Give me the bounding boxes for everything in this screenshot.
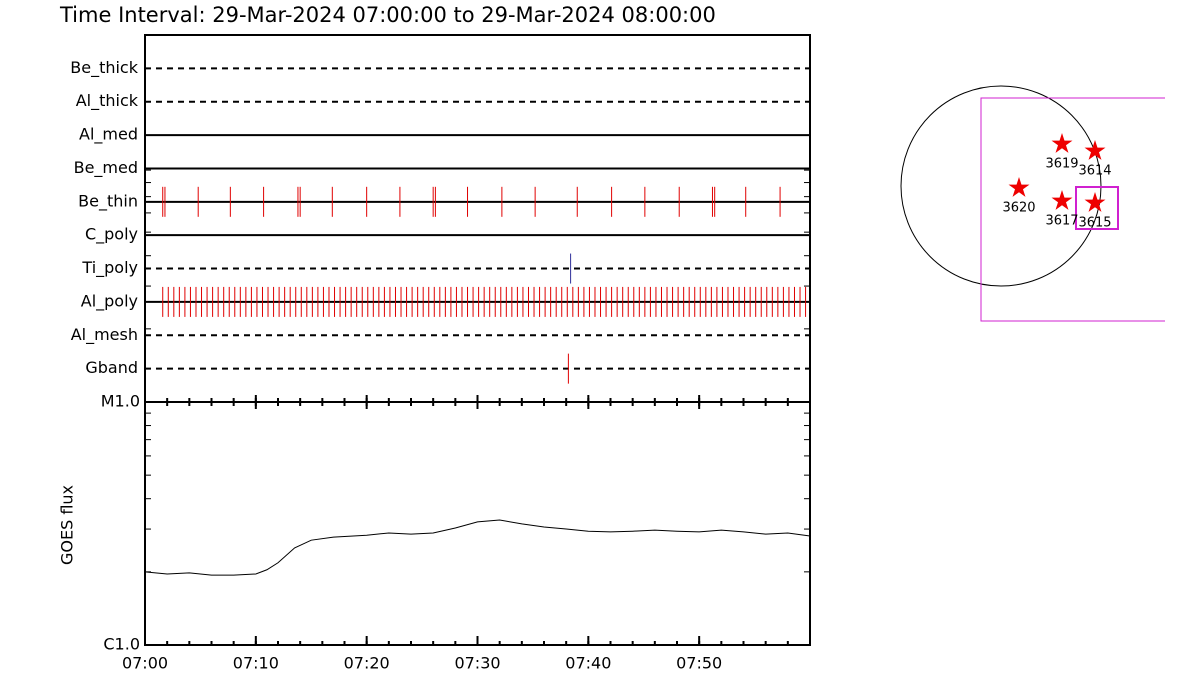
x-tick-label: 07:20: [344, 654, 390, 673]
region-star: [1084, 192, 1106, 212]
fov-box-small: [1075, 186, 1119, 230]
row-label: Al_poly: [81, 291, 138, 311]
x-tick-label: 07:50: [676, 654, 722, 673]
title: Time Interval: 29-Mar-2024 07:00:00 to 2…: [59, 3, 716, 27]
region-label: 3617: [1045, 214, 1078, 229]
region-label: 3614: [1078, 164, 1111, 179]
row-label: Al_thick: [76, 91, 139, 111]
row-label: Al_mesh: [71, 325, 138, 345]
x-tick-label: 07:30: [454, 654, 500, 673]
solar-disk: [900, 85, 1102, 287]
region-star: [1051, 190, 1073, 210]
region-star: [1051, 133, 1073, 153]
region-label: 3619: [1045, 157, 1078, 172]
row-label: Gband: [85, 358, 138, 377]
region-label: 3615: [1078, 216, 1111, 231]
row-label: C_poly: [85, 225, 138, 245]
row-label: Be_med: [74, 158, 138, 178]
x-tick-label: 07:00: [122, 654, 168, 673]
row-label: Be_thick: [70, 58, 138, 78]
region-star: [1084, 140, 1106, 160]
y-tick-label: C1.0: [103, 635, 140, 654]
goes-line: [144, 519, 811, 576]
row-label: Al_med: [79, 125, 138, 145]
x-tick-label: 07:40: [565, 654, 611, 673]
y-axis-label: GOES flux: [58, 485, 77, 565]
x-tick-label: 07:10: [233, 654, 279, 673]
fov-box: [980, 97, 1165, 322]
plot-frame: [144, 401, 811, 646]
region-label: 3620: [1002, 201, 1035, 216]
row-label: Ti_poly: [81, 258, 138, 278]
region-star: [1008, 177, 1030, 197]
row-label: Be_thin: [78, 191, 138, 211]
y-tick-label: M1.0: [101, 392, 140, 411]
sun-map: 3619 3614 3620 3617 3615: [900, 85, 1165, 322]
plot-frame: [144, 34, 811, 403]
